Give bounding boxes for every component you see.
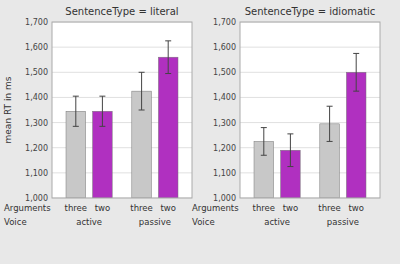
error-bar [165, 41, 171, 74]
plot-area [52, 22, 192, 198]
error-line [168, 41, 169, 74]
bar [346, 72, 366, 198]
error-line [263, 128, 264, 156]
error-bar [261, 128, 267, 156]
x-tick-label: two [160, 203, 176, 213]
row-label: Arguments [4, 203, 51, 213]
y-tick-label: 1,100 [213, 169, 236, 178]
x-tick-label: three [318, 203, 341, 213]
y-tick-label: 1,200 [213, 144, 236, 153]
y-tick-label: 1,500 [213, 68, 236, 77]
grid-line [240, 47, 380, 48]
y-tick-label: 1,100 [25, 169, 48, 178]
error-cap [99, 126, 105, 127]
error-bar [287, 134, 293, 167]
error-cap [165, 73, 171, 74]
error-cap [327, 106, 333, 107]
x-tick-label: two [283, 203, 299, 213]
frame [240, 22, 380, 198]
x-tick-label: three [253, 203, 276, 213]
group-label: passive [139, 217, 171, 227]
error-line [75, 96, 76, 126]
error-bar [327, 106, 333, 141]
y-tick-label: 1,400 [213, 93, 236, 102]
error-bar [139, 72, 145, 110]
y-tick-label: 1,000 [213, 194, 236, 203]
error-line [356, 53, 357, 91]
figure: 1,000 1,100 1,200 1,300 1,400 1,500 1,600 1,700… [0, 0, 400, 264]
error-cap [287, 166, 293, 167]
error-cap [165, 40, 171, 41]
row-label: Voice [192, 217, 215, 227]
frame [52, 22, 192, 198]
error-bar [99, 96, 105, 126]
y-tick-label: 1,000 [25, 194, 48, 203]
y-tick-label: 1,600 [25, 43, 48, 52]
title: SentenceType = idiomatic [245, 6, 376, 17]
error-cap [353, 53, 359, 54]
x-tick-label: three [130, 203, 153, 213]
error-cap [353, 91, 359, 92]
group-label: active [76, 217, 102, 227]
plot-area [240, 22, 380, 198]
error-line [141, 72, 142, 110]
y-tick-label: 1,500 [25, 68, 48, 77]
error-cap [73, 126, 79, 127]
marks [66, 41, 178, 198]
title: SentenceType = literal [65, 6, 178, 17]
error-cap [327, 141, 333, 142]
group-label: passive [327, 217, 359, 227]
error-cap [261, 127, 267, 128]
error-line [102, 96, 103, 126]
error-line [329, 106, 330, 141]
error-cap [139, 110, 145, 111]
error-cap [287, 133, 293, 134]
y-tick-label: 1,700 [213, 18, 236, 27]
bar [158, 57, 178, 198]
grid-line [52, 47, 192, 48]
y-axis-label: mean RT in ms [3, 76, 13, 143]
marks [254, 53, 366, 198]
background [0, 0, 400, 264]
row-label: Arguments [192, 203, 239, 213]
error-bar [73, 96, 79, 126]
error-cap [99, 96, 105, 97]
error-bar [353, 53, 359, 91]
panel: 1,000 1,100 1,200 1,300 1,400 1,500 1,600 1,700… [192, 6, 380, 227]
error-line [290, 134, 291, 167]
y-tick-label: 1,700 [25, 18, 48, 27]
y-tick-label: 1,300 [213, 119, 236, 128]
x-tick-label: two [348, 203, 364, 213]
panel: 1,000 1,100 1,200 1,300 1,400 1,500 1,600 1,700… [3, 6, 192, 227]
group-label: active [264, 217, 290, 227]
y-tick-label: 1,300 [25, 119, 48, 128]
y-tick-label: 1,400 [25, 93, 48, 102]
error-cap [73, 96, 79, 97]
y-tick-label: 1,600 [213, 43, 236, 52]
row-label: Voice [4, 217, 27, 227]
error-cap [139, 72, 145, 73]
y-tick-label: 1,200 [25, 144, 48, 153]
error-cap [261, 155, 267, 156]
x-tick-label: three [65, 203, 88, 213]
x-tick-label: two [95, 203, 111, 213]
